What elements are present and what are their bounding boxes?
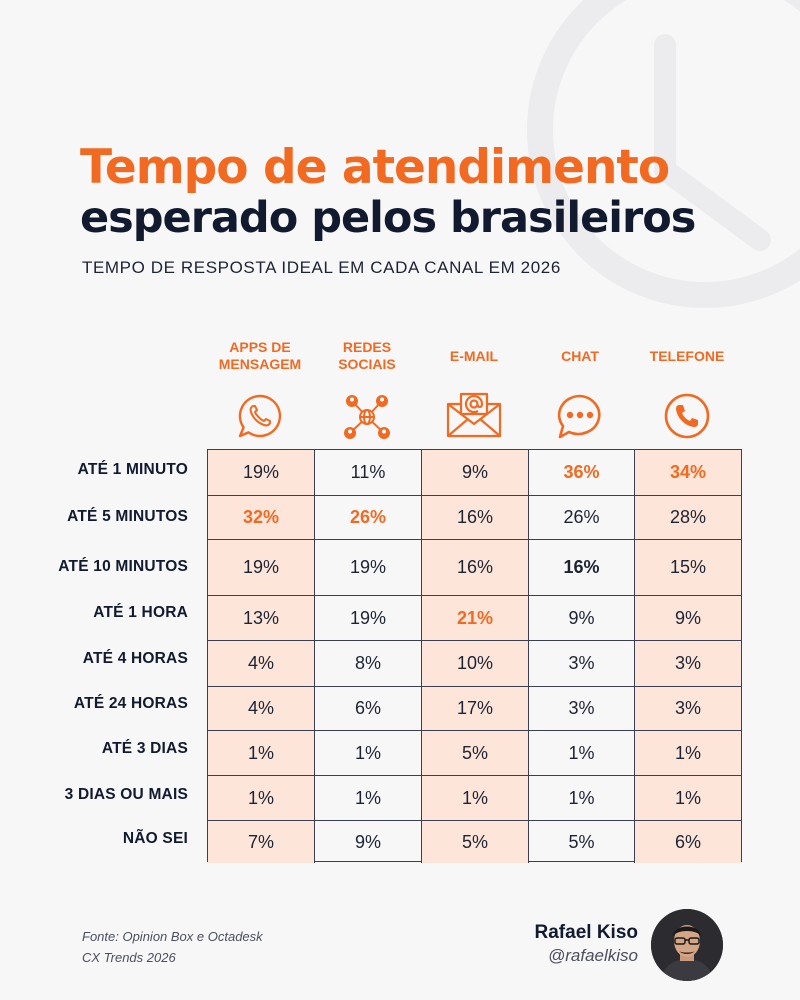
row-label-3-dias-ou-mais: 3 DIAS OU MAIS bbox=[64, 786, 188, 803]
column-header-chat: CHAT bbox=[527, 338, 633, 442]
table-cell-phone: 1% bbox=[635, 731, 741, 776]
table-cell-apps: 7% bbox=[208, 821, 315, 863]
author-name: Rafael Kiso bbox=[534, 922, 638, 943]
table-cell-phone: 1% bbox=[635, 776, 741, 821]
column-label-line2: MENSAGEM bbox=[218, 356, 302, 372]
table-cell-phone: 6% bbox=[635, 821, 741, 863]
page-title-line2: esperado pelos brasileiros bbox=[80, 193, 696, 243]
table-cell-email: 5% bbox=[422, 731, 529, 776]
table-cell-email: 16% bbox=[422, 540, 529, 596]
avatar-portrait bbox=[651, 909, 723, 981]
table-cell-chat: 5% bbox=[529, 821, 635, 863]
source-line1: Fonte: Opinion Box e Octadesk bbox=[82, 929, 263, 944]
row-label-24-horas: ATÉ 24 HORAS bbox=[73, 695, 188, 712]
page-subtitle: TEMPO DE RESPOSTA IDEAL EM CADA CANAL EM… bbox=[82, 258, 561, 277]
row-label-1-minuto: ATÉ 1 MINUTO bbox=[77, 461, 188, 478]
table-cell-chat: 9% bbox=[529, 596, 635, 641]
chat-bubble-icon bbox=[557, 394, 601, 439]
table-cell-social: 9% bbox=[315, 821, 422, 863]
row-label-3-dias: ATÉ 3 DIAS bbox=[101, 740, 188, 757]
table-cell-phone: 9% bbox=[635, 596, 741, 641]
table-cell-email: 9% bbox=[422, 450, 529, 496]
table-cell-phone: 34% bbox=[635, 450, 741, 496]
column-header-email: E-MAIL bbox=[421, 338, 527, 442]
row-label-10-minutos: ATÉ 10 MINUTOS bbox=[58, 558, 188, 575]
table-cell-email: 21% bbox=[422, 596, 529, 641]
column-label-line1: REDES bbox=[342, 339, 392, 355]
whatsapp-icon bbox=[238, 394, 282, 438]
table-cell-email: 5% bbox=[422, 821, 529, 863]
table-cell-chat: 3% bbox=[529, 641, 635, 687]
table-cell-social: 26% bbox=[315, 496, 422, 540]
table-cell-phone: 28% bbox=[635, 496, 741, 540]
email-icon bbox=[446, 392, 502, 438]
column-header-social: REDES SOCIAIS bbox=[314, 338, 420, 442]
row-label-5-minutos: ATÉ 5 MINUTOS bbox=[67, 508, 188, 525]
column-label-line1: CHAT bbox=[561, 347, 599, 364]
table-cell-apps: 4% bbox=[208, 687, 315, 731]
table-cell-phone: 15% bbox=[635, 540, 741, 596]
table-cell-chat: 1% bbox=[529, 731, 635, 776]
column-label-line1: TELEFONE bbox=[649, 347, 725, 364]
table-cell-social: 19% bbox=[315, 540, 422, 596]
table-cell-social: 1% bbox=[315, 731, 422, 776]
table-cell-email: 1% bbox=[422, 776, 529, 821]
row-label-1-hora: ATÉ 1 HORA bbox=[93, 604, 188, 621]
data-table: 19% 11% 9% 36% 34% 32% 26% 16% 26% 28% 19% 19% 16% 16… bbox=[207, 449, 742, 863]
table-cell-social: 1% bbox=[315, 776, 422, 821]
table-cell-apps: 1% bbox=[208, 776, 315, 821]
row-label-nao-sei: NÃO SEI bbox=[122, 830, 188, 847]
table-cell-chat: 16% bbox=[529, 540, 635, 596]
table-cell-email: 16% bbox=[422, 496, 529, 540]
table-cell-apps: 19% bbox=[208, 450, 315, 496]
table-cell-social: 8% bbox=[315, 641, 422, 687]
table-cell-chat: 36% bbox=[529, 450, 635, 496]
phone-icon bbox=[664, 393, 710, 439]
author-handle: @rafaelkiso bbox=[547, 946, 638, 965]
column-header-phone: TELEFONE bbox=[634, 338, 740, 442]
column-label-line1: APPS DE bbox=[229, 339, 291, 355]
table-cell-social: 6% bbox=[315, 687, 422, 731]
column-header-apps: APPS DE MENSAGEM bbox=[207, 338, 313, 442]
network-icon bbox=[344, 395, 390, 439]
table-cell-social: 19% bbox=[315, 596, 422, 641]
table-cell-apps: 13% bbox=[208, 596, 315, 641]
row-label-4-horas: ATÉ 4 HORAS bbox=[82, 650, 188, 667]
table-cell-email: 17% bbox=[422, 687, 529, 731]
table-cell-email: 10% bbox=[422, 641, 529, 687]
source-note: Fonte: Opinion Box e Octadesk CX Trends … bbox=[82, 926, 263, 968]
column-label-line1: E-MAIL bbox=[449, 347, 499, 364]
avatar bbox=[651, 909, 723, 981]
table-cell-chat: 3% bbox=[529, 687, 635, 731]
table-cell-apps: 1% bbox=[208, 731, 315, 776]
table-cell-social: 11% bbox=[315, 450, 422, 496]
source-line2: CX Trends 2026 bbox=[82, 950, 176, 965]
table-cell-phone: 3% bbox=[635, 687, 741, 731]
table-cell-apps: 19% bbox=[208, 540, 315, 596]
table-cell-phone: 3% bbox=[635, 641, 741, 687]
table-cell-apps: 4% bbox=[208, 641, 315, 687]
table-cell-chat: 26% bbox=[529, 496, 635, 540]
table-cell-chat: 1% bbox=[529, 776, 635, 821]
column-label-line2: SOCIAIS bbox=[338, 356, 396, 372]
page-title-line1: Tempo de atendimento bbox=[80, 140, 670, 195]
table-cell-apps: 32% bbox=[208, 496, 315, 540]
